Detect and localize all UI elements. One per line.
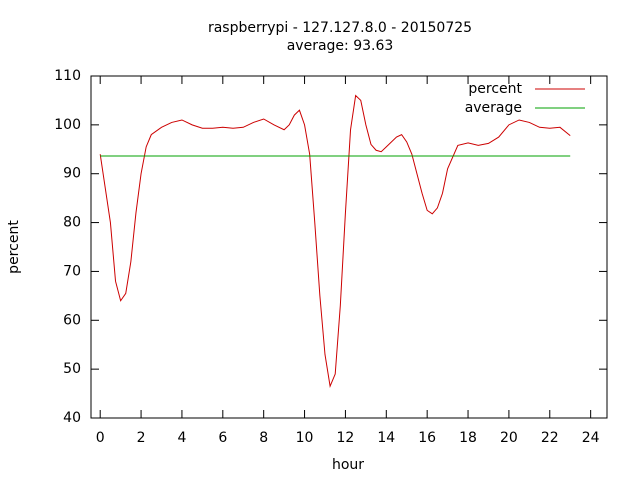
x-tick-label: 0 bbox=[96, 430, 105, 446]
y-tick-label: 80 bbox=[63, 215, 81, 231]
plot-frame bbox=[90, 75, 608, 419]
series-line bbox=[99, 94, 571, 389]
chart-title: raspberrypi - 127.127.8.0 - 20150725 bbox=[208, 20, 472, 36]
x-tick-label: 8 bbox=[259, 430, 268, 446]
chart-subtitle: average: 93.63 bbox=[287, 38, 394, 54]
y-tick-label: 90 bbox=[63, 166, 81, 182]
legend-label: percent bbox=[468, 81, 522, 97]
y-tick-label: 110 bbox=[54, 68, 81, 84]
x-tick-label: 16 bbox=[418, 430, 436, 446]
x-tick-label: 22 bbox=[541, 430, 559, 446]
legend-label: average bbox=[465, 100, 522, 116]
x-tick-label: 14 bbox=[377, 430, 395, 446]
x-tick-label: 18 bbox=[459, 430, 477, 446]
x-axis-label: hour bbox=[332, 457, 364, 473]
x-tick-label: 24 bbox=[582, 430, 600, 446]
x-tick-label: 10 bbox=[296, 430, 314, 446]
y-tick-label: 100 bbox=[54, 117, 81, 133]
y-tick-label: 40 bbox=[63, 410, 81, 426]
x-tick-label: 20 bbox=[500, 430, 518, 446]
y-axis-label: percent bbox=[6, 220, 22, 274]
x-tick-label: 12 bbox=[337, 430, 355, 446]
y-tick-label: 50 bbox=[63, 361, 81, 377]
y-tick-label: 60 bbox=[63, 312, 81, 328]
x-tick-label: 6 bbox=[218, 430, 227, 446]
y-tick-label: 70 bbox=[63, 263, 81, 279]
x-tick-label: 4 bbox=[177, 430, 186, 446]
x-tick-label: 2 bbox=[137, 430, 146, 446]
